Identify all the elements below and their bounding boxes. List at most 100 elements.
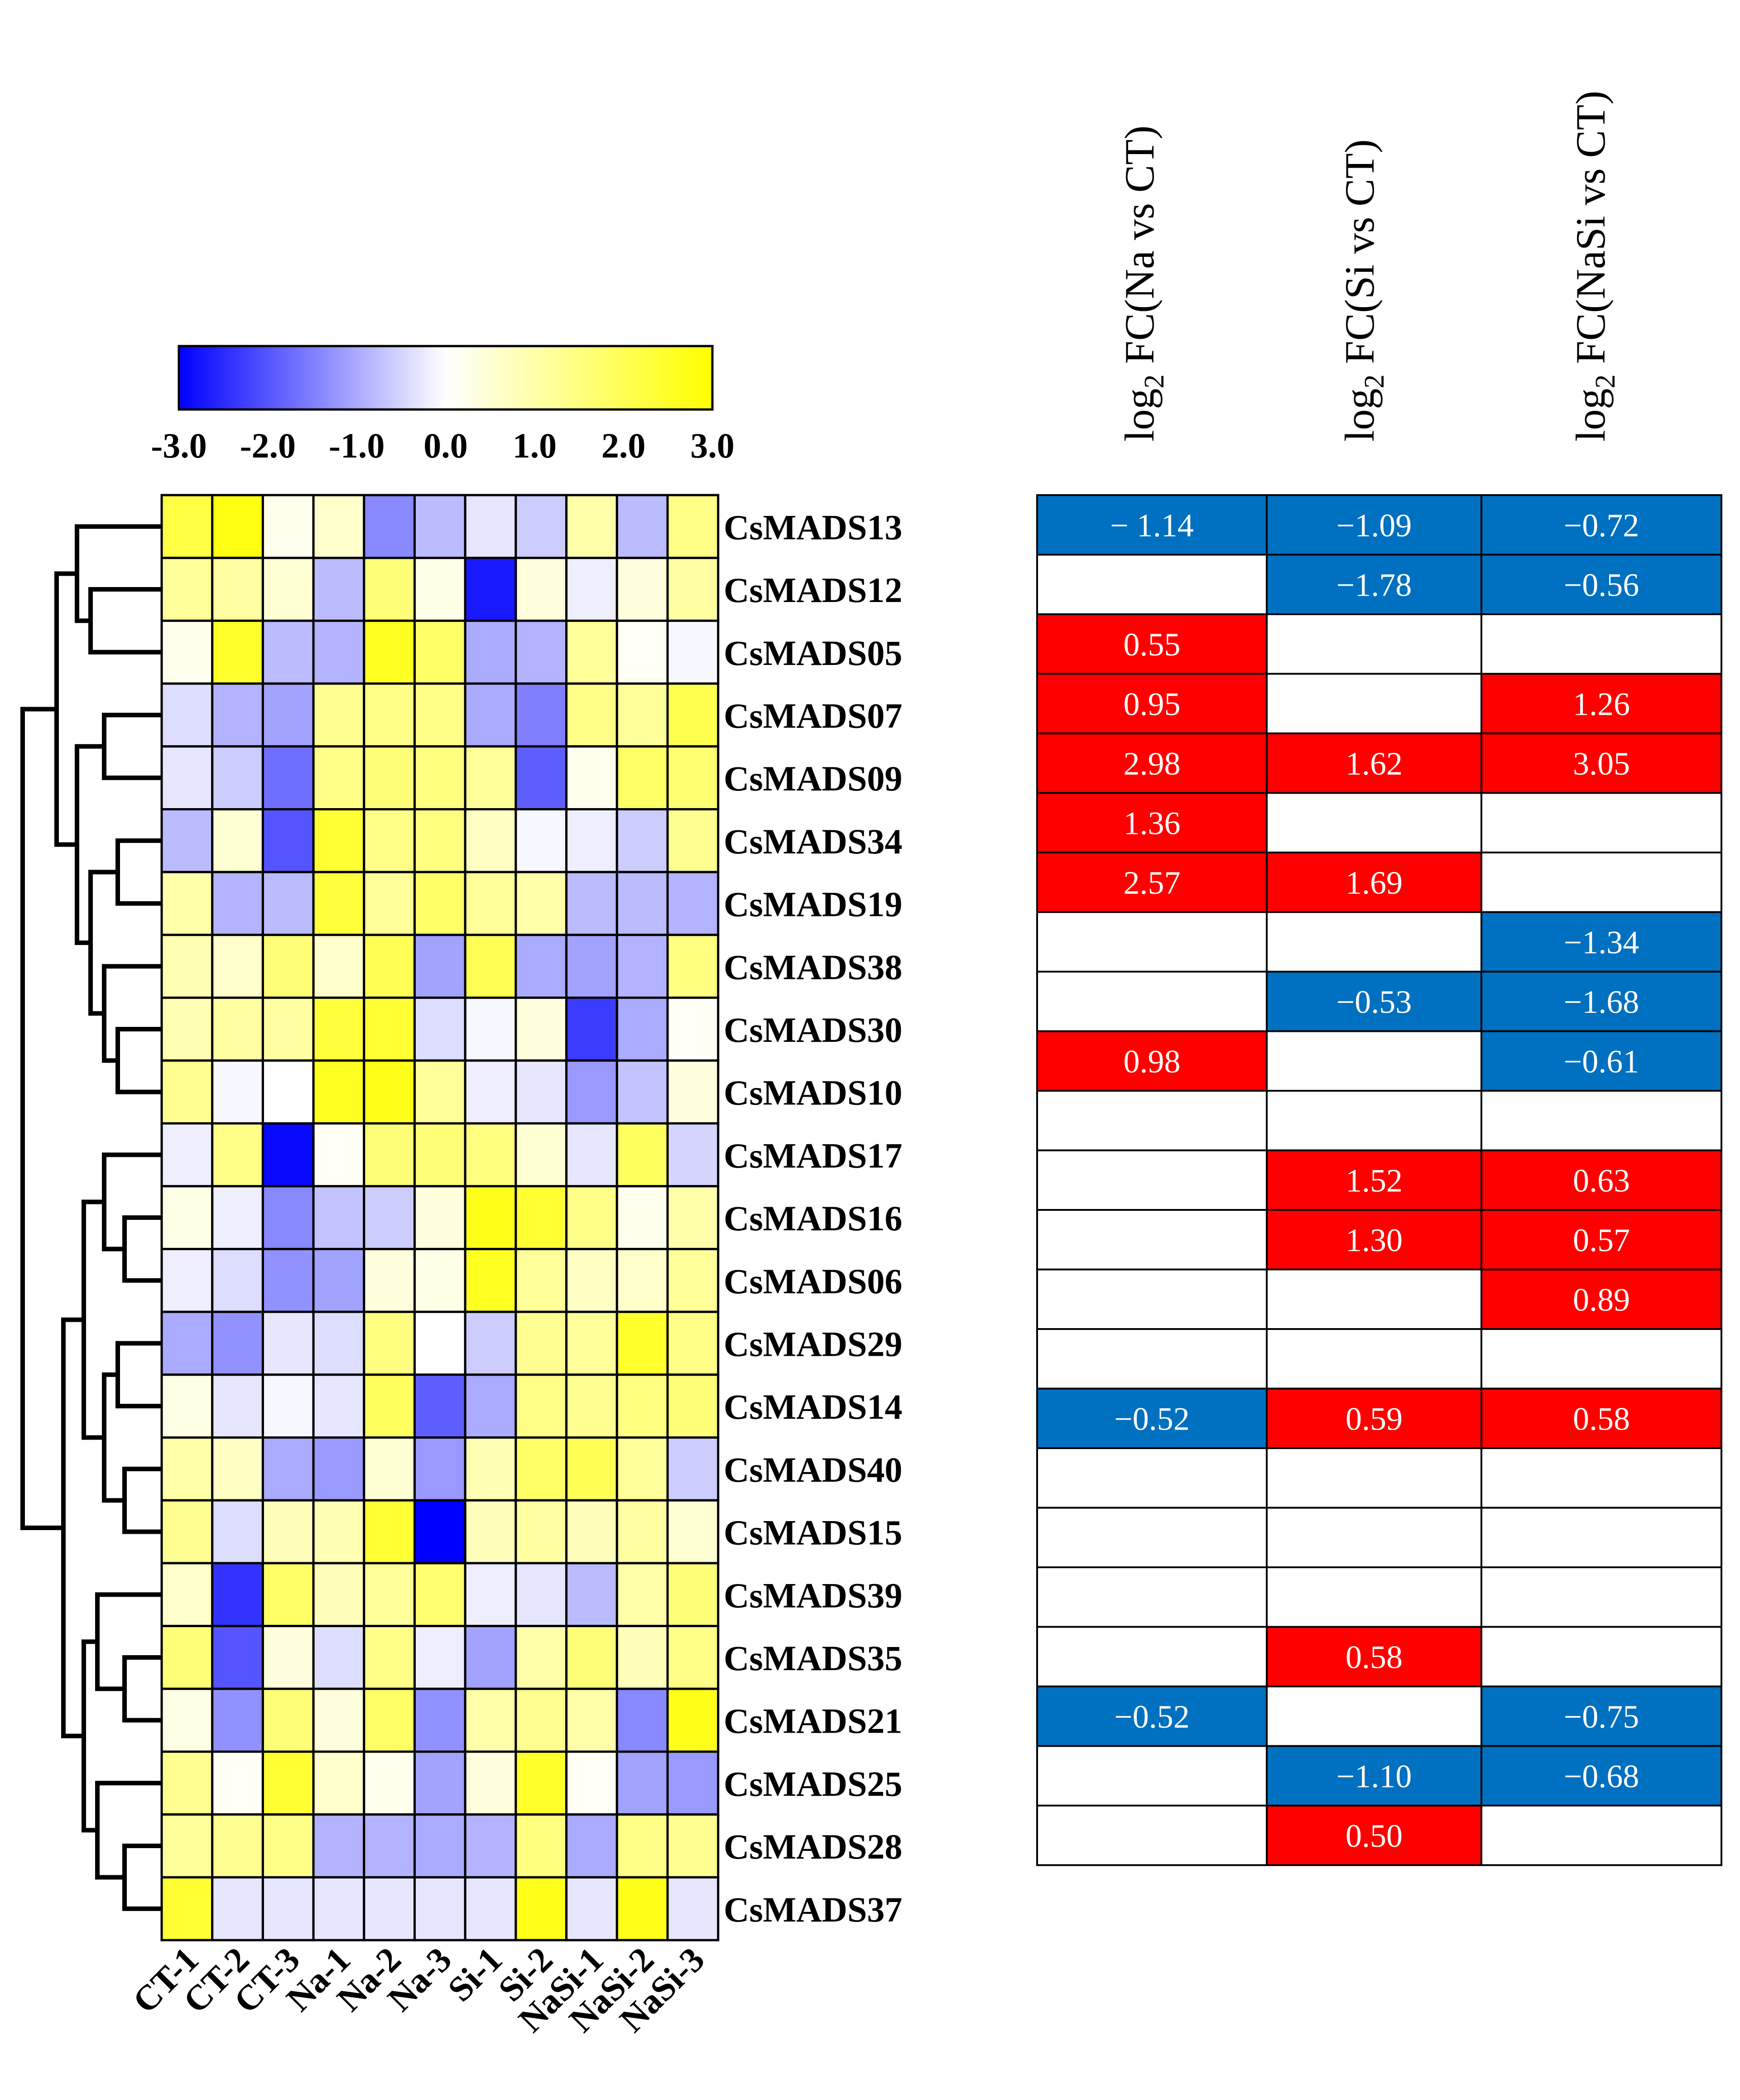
heatmap-cell	[514, 1499, 568, 1565]
heatmap-cell	[312, 808, 365, 873]
heatmap-cell	[565, 1310, 618, 1376]
fold-change-value: 1.30	[1346, 1222, 1403, 1258]
color-scale-tick-label: -2.0	[240, 426, 296, 465]
heatmap-cell	[211, 1499, 264, 1565]
color-scale-tick-label: 1.0	[513, 426, 557, 465]
heatmap-cell	[363, 934, 416, 999]
fold-change-cell	[1036, 911, 1268, 973]
heatmap-row-label: CsMADS09	[724, 759, 902, 798]
heatmap-cell	[363, 1373, 416, 1439]
heatmap-cell	[464, 1059, 517, 1125]
heatmap-cell	[312, 1625, 365, 1690]
heatmap-cell	[413, 745, 466, 811]
heatmap-cell	[514, 1122, 568, 1188]
heatmap-cell	[666, 1247, 720, 1313]
fold-change-cell	[1266, 1507, 1482, 1568]
heatmap-cell	[615, 1059, 669, 1125]
heatmap-cell	[363, 1436, 416, 1502]
heatmap-cell	[615, 1247, 669, 1313]
fold-change-cell	[1480, 852, 1722, 913]
fold-change-value: 0.95	[1124, 686, 1181, 722]
heatmap-cell	[464, 1499, 517, 1565]
heatmap-cell	[565, 1436, 618, 1502]
fold-change-cell	[1480, 1626, 1722, 1687]
fold-change-cell	[1266, 554, 1482, 615]
heatmap-cell	[160, 1059, 214, 1125]
heatmap-cell	[464, 1562, 517, 1628]
heatmap-cell	[464, 808, 517, 873]
heatmap-cell	[211, 1122, 264, 1188]
fold-change-value: 1.36	[1124, 805, 1181, 841]
heatmap-cell	[312, 1813, 365, 1878]
heatmap-row-label: CsMADS39	[724, 1575, 902, 1615]
heatmap-cell	[413, 1813, 466, 1878]
heatmap-cell	[565, 997, 618, 1062]
heatmap-cell	[615, 1373, 669, 1439]
heatmap-cell	[312, 557, 365, 622]
fold-change-column-header: log2 FC(Si vs CT)	[1336, 140, 1390, 442]
heatmap-cell	[514, 871, 568, 936]
heatmap-cell	[312, 1373, 365, 1439]
heatmap-cell	[211, 1059, 264, 1125]
heatmap-cell	[211, 1687, 264, 1753]
heatmap-grid	[160, 494, 720, 1941]
heatmap-cell	[413, 1122, 466, 1188]
fold-change-cell	[1036, 1090, 1268, 1151]
heatmap-cell	[363, 1247, 416, 1313]
fold-change-value: −0.61	[1564, 1043, 1639, 1079]
heatmap-row-labels: CsMADS13 CsMADS12 CsMADS05 CsMADS07 CsMADS09…	[724, 507, 902, 1929]
heatmap-row-label: CsMADS15	[724, 1513, 902, 1552]
heatmap-cell	[666, 934, 720, 999]
heatmap-cell	[514, 557, 568, 622]
fold-change-value: −0.72	[1564, 507, 1639, 544]
fold-change-value: 1.69	[1346, 865, 1403, 901]
fold-change-cell	[1266, 613, 1482, 675]
dendrogram-branch	[61, 1317, 86, 1739]
heatmap-cell	[312, 619, 365, 685]
fold-change-value: 3.05	[1573, 746, 1630, 782]
heatmap-cell	[615, 619, 669, 685]
fold-change-value: 0.55	[1124, 626, 1181, 663]
heatmap-cell	[514, 1436, 568, 1502]
heatmap-cell	[312, 682, 365, 748]
fold-change-column-header: log2 FC(NaSi vs CT)	[1567, 91, 1621, 442]
heatmap-cell	[615, 1436, 669, 1502]
heatmap-cell	[413, 619, 466, 685]
fold-change-column-header: log2 FC(Na vs CT)	[1116, 125, 1170, 442]
color-scale-tick-label: 2.0	[601, 426, 646, 465]
heatmap-cell	[666, 1059, 720, 1125]
dendrogram-branch	[122, 1466, 161, 1534]
fold-change-cell	[1266, 1686, 1482, 1747]
heatmap-cell	[363, 1059, 416, 1125]
heatmap-cell	[413, 1625, 466, 1690]
heatmap-row-label: CsMADS07	[724, 696, 902, 735]
heatmap-cell	[160, 871, 214, 936]
heatmap-cell	[464, 997, 517, 1062]
heatmap-cell	[615, 1625, 669, 1690]
heatmap-cell	[413, 1310, 466, 1376]
heatmap-cell	[261, 808, 315, 873]
heatmap-cell	[615, 934, 669, 999]
heatmap-cell	[666, 1373, 720, 1439]
fold-change-cell	[1480, 613, 1722, 675]
heatmap-cell	[160, 1750, 214, 1816]
heatmap-cell	[363, 1625, 416, 1690]
heatmap-cell	[261, 1059, 315, 1125]
fold-change-cell	[1480, 971, 1722, 1032]
heatmap-cell	[211, 1436, 264, 1502]
heatmap-cell	[666, 871, 720, 936]
fold-change-cell	[1480, 1328, 1722, 1390]
heatmap-cell	[211, 808, 264, 873]
heatmap-cell	[565, 1625, 618, 1690]
fold-change-cell	[1266, 852, 1482, 913]
fold-change-value: 0.57	[1573, 1222, 1630, 1258]
fold-change-value: 2.57	[1124, 865, 1181, 901]
heatmap-cell	[514, 1373, 568, 1439]
dendrogram-branch	[102, 964, 161, 1063]
heatmap-cell	[261, 682, 315, 748]
heatmap-cell	[615, 557, 669, 622]
heatmap-row-label: CsMADS05	[724, 633, 902, 673]
heatmap-cell	[211, 1562, 264, 1628]
heatmap-cell	[565, 934, 618, 999]
